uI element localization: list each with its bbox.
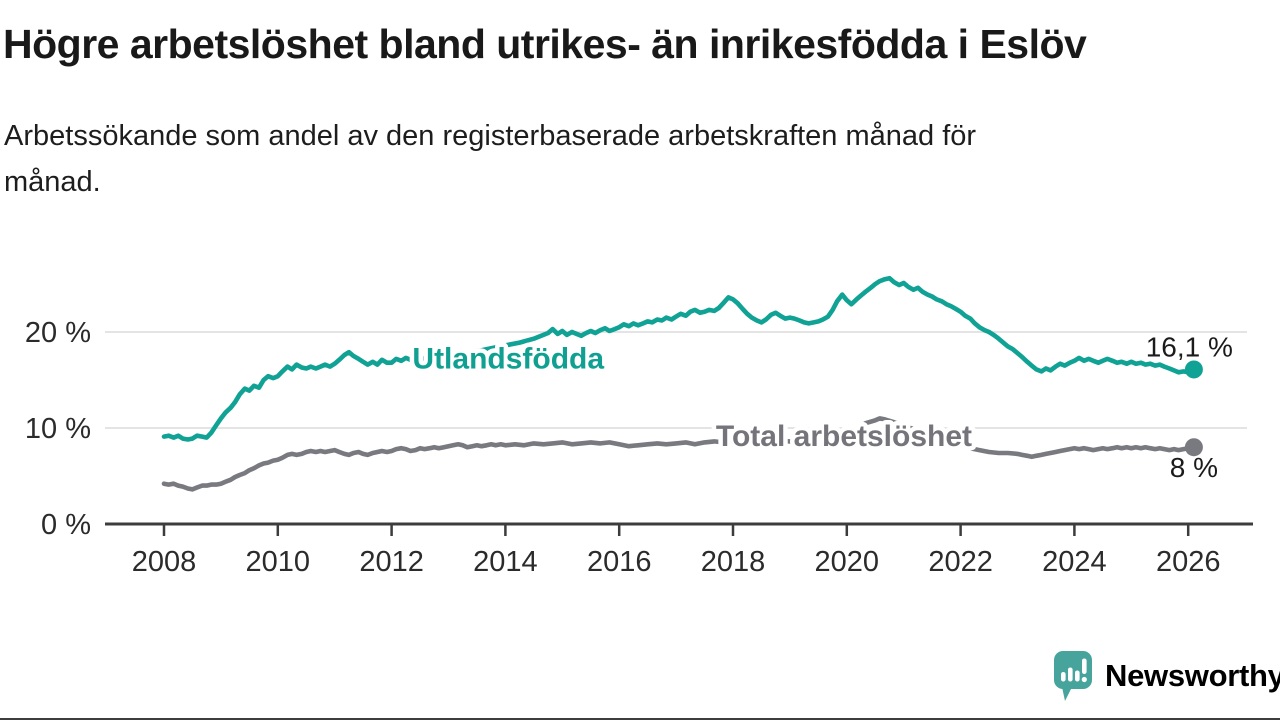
x-tick-label: 2020 [815, 546, 880, 578]
x-tick-label: 2026 [1156, 546, 1221, 578]
y-tick-label: 20 % [25, 317, 91, 349]
page-title: Högre arbetslöshet bland utrikes- än inr… [3, 21, 1087, 67]
bottom-border-line [0, 718, 1280, 720]
x-tick-label: 2024 [1042, 546, 1107, 578]
newsworthy-bubble-chart-icon [1054, 651, 1092, 701]
y-tick-label: 10 % [25, 413, 91, 445]
series-label-total: Total arbetslöshet [716, 420, 972, 453]
subtitle-line-2: månad. [4, 166, 101, 198]
x-tick-label: 2008 [132, 546, 197, 578]
x-tick-label: 2018 [701, 546, 766, 578]
end-value-label-utlandsfodda: 16,1 % [1146, 331, 1233, 362]
series-line-total [161, 416, 1197, 492]
newsworthy-logo-text: Newsworthy [1105, 658, 1280, 693]
series-line-utlandsfodda [161, 275, 1197, 442]
end-dot-total [1184, 438, 1203, 457]
series-label-utlandsfodda: Utlandsfödda [412, 342, 604, 375]
end-value-label-total: 8 % [1170, 452, 1218, 483]
x-tick-label: 2022 [928, 546, 993, 578]
subtitle-line-1: Arbetssökande som andel av den registerb… [4, 120, 977, 152]
y-tick-label: 0 % [41, 509, 91, 541]
x-tick-label: 2016 [587, 546, 652, 578]
end-dot-utlandsfodda [1184, 360, 1203, 379]
newsworthy-logo[interactable]: Newsworthy [1052, 649, 1280, 703]
x-tick-label: 2012 [359, 546, 424, 578]
chart-subtitle: Arbetssökande som andel av den registerb… [4, 113, 1234, 205]
x-tick-label: 2014 [473, 546, 538, 578]
x-tick-label: 2010 [246, 546, 311, 578]
